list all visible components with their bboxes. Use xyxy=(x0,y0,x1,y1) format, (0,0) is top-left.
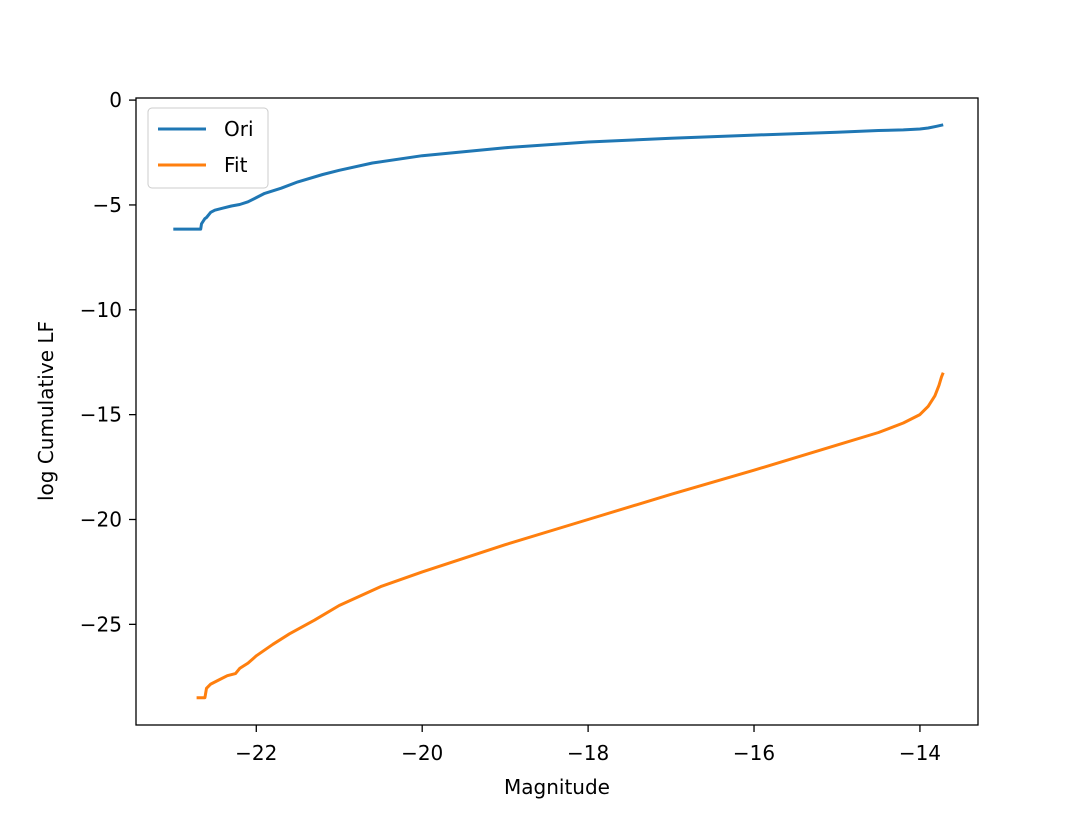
y-tick-label: −15 xyxy=(80,403,122,427)
x-tick-label: −22 xyxy=(235,741,277,765)
x-tick-label: −16 xyxy=(733,741,775,765)
legend-label-fit: Fit xyxy=(224,153,248,177)
y-tick-label: −5 xyxy=(93,193,122,217)
y-tick-label: 0 xyxy=(109,88,122,112)
legend: Ori Fit xyxy=(148,108,268,188)
y-tick-label: −10 xyxy=(80,298,122,322)
x-tick-label: −20 xyxy=(401,741,443,765)
x-tick-label: −14 xyxy=(899,741,941,765)
x-tick-label: −18 xyxy=(567,741,609,765)
y-axis-label: log Cumulative LF xyxy=(34,321,58,501)
y-tick-label: −20 xyxy=(80,507,122,531)
y-tick-label: −25 xyxy=(80,612,122,636)
legend-label-ori: Ori xyxy=(224,117,254,141)
x-axis-label: Magnitude xyxy=(504,775,610,799)
